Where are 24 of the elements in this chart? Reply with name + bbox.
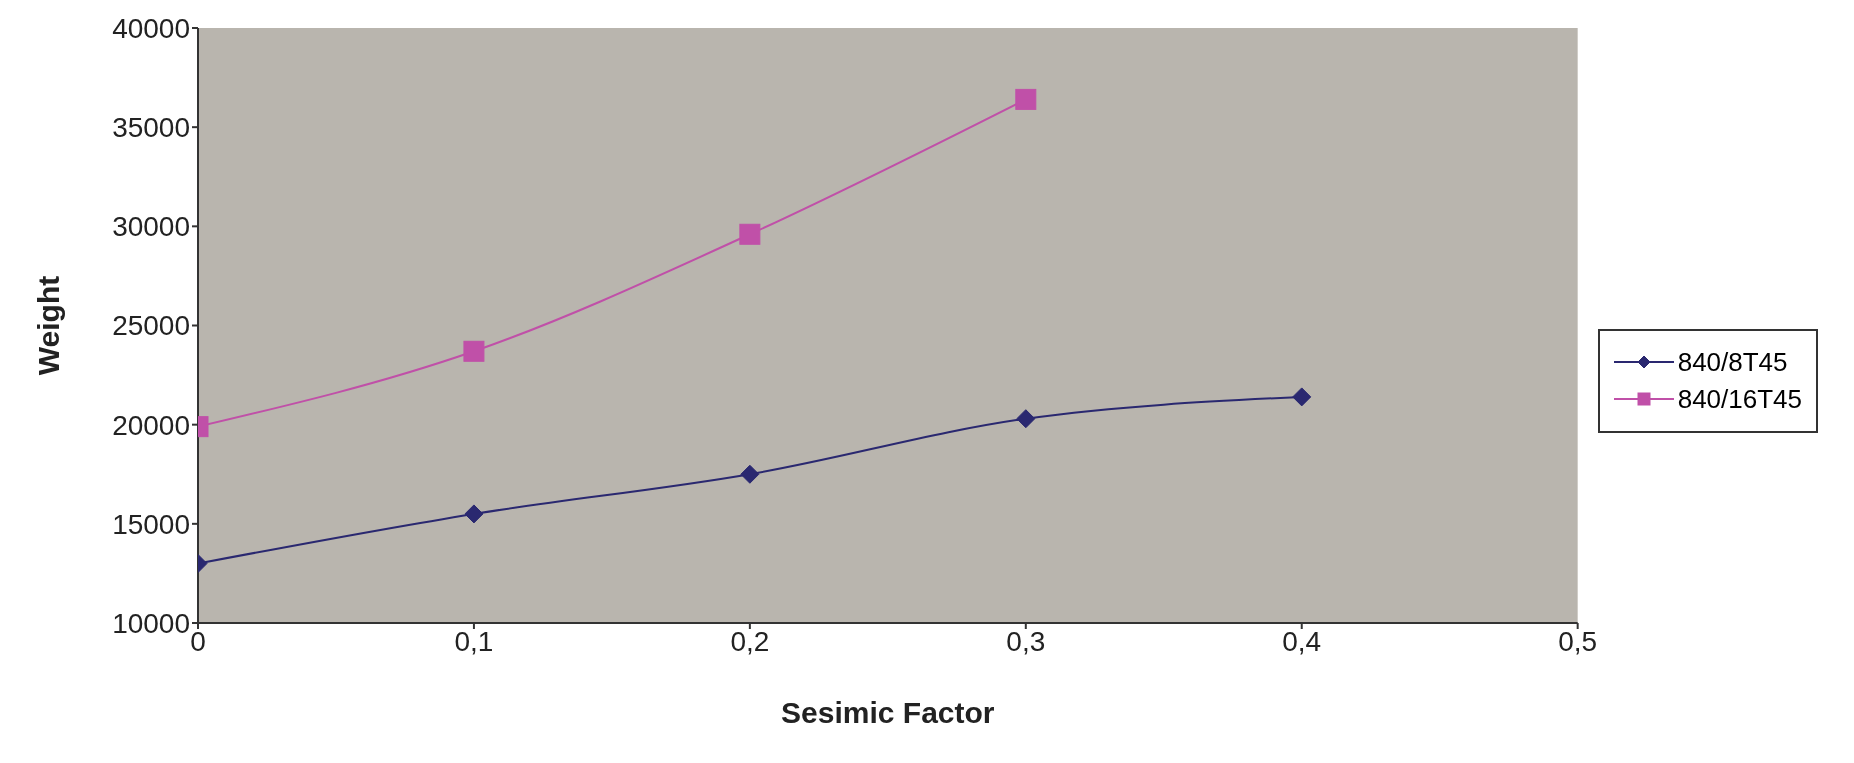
x-tick-label: 0,3 xyxy=(1006,625,1046,657)
y-tick-label: 10000 xyxy=(112,607,190,639)
legend-label: 840/16T45 xyxy=(1677,383,1802,415)
point xyxy=(739,223,761,245)
legend-label: 840/8T45 xyxy=(1677,346,1788,378)
point xyxy=(1292,387,1312,407)
y-tick-label: 30000 xyxy=(112,211,190,243)
y-axis-title: Weight xyxy=(31,275,65,376)
point xyxy=(1016,409,1036,429)
y-tick-label: 40000 xyxy=(112,12,190,44)
point xyxy=(740,464,760,484)
y-tick-label: 25000 xyxy=(112,310,190,342)
x-tick-label: 0,5 xyxy=(1558,625,1598,657)
point xyxy=(463,340,485,362)
x-tick-label: 0,1 xyxy=(454,625,494,657)
y-tick-label: 15000 xyxy=(112,508,190,540)
x-tick-label: 0,2 xyxy=(730,625,770,657)
x-tick-label: 0 xyxy=(190,625,206,657)
point xyxy=(1015,88,1037,110)
point xyxy=(464,504,484,524)
y-tick-label: 20000 xyxy=(112,409,190,441)
x-axis-title: Sesimic Factor xyxy=(781,696,995,729)
x-tick-label: 0,4 xyxy=(1282,625,1322,657)
y-tick-label: 35000 xyxy=(112,112,190,144)
